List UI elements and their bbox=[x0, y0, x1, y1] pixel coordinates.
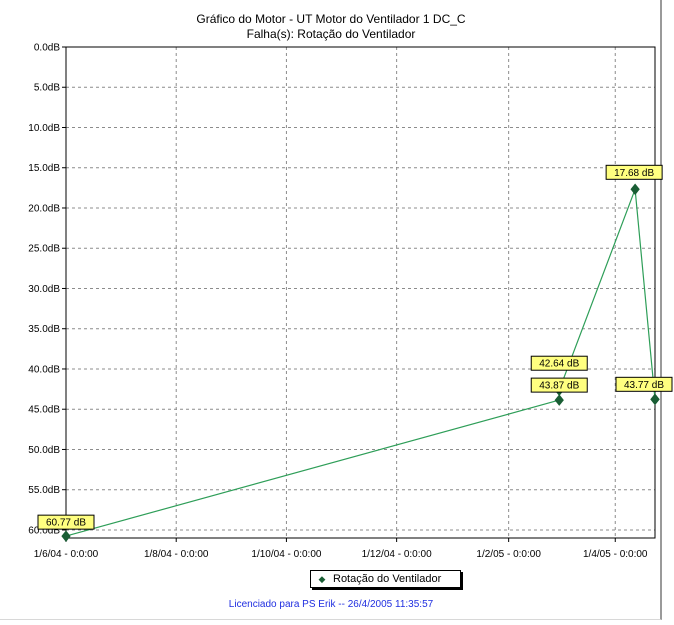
data-label: 17.68 dB bbox=[614, 168, 654, 179]
data-label-box bbox=[530, 377, 588, 393]
y-tick-label: 45.0dB bbox=[28, 405, 60, 416]
y-tick-label: 55.0dB bbox=[28, 485, 60, 496]
chart-subtitle: Falha(s): Rotação do Ventilador bbox=[246, 27, 416, 41]
y-tick-label: 60.0dB bbox=[28, 525, 60, 536]
data-labels: 60.77 dB 43.87 dB 42.64 dB 17.68 dB 43.77 dB bbox=[37, 164, 673, 530]
data-label-box bbox=[605, 164, 663, 180]
x-tick-label: 1/12/04 - 0:0:00 bbox=[362, 549, 432, 560]
data-point bbox=[630, 183, 640, 196]
legend: ◆ Rotação do Ventilador bbox=[310, 570, 461, 588]
legend-marker-icon: ◆ bbox=[318, 573, 326, 584]
y-tick-label: 35.0dB bbox=[28, 324, 60, 335]
x-tick-label: 1/8/04 - 0:0:00 bbox=[144, 549, 209, 560]
data-label: 43.87 dB bbox=[539, 381, 579, 392]
y-tick-label: 30.0dB bbox=[28, 284, 60, 295]
data-point bbox=[61, 530, 71, 542]
y-tick-label: 5.0dB bbox=[34, 83, 60, 94]
data-label: 60.77 dB bbox=[46, 518, 86, 529]
x-tick-label: 1/6/04 - 0:0:00 bbox=[34, 549, 99, 560]
data-label: 43.77 dB bbox=[624, 380, 664, 391]
y-tick-label: 0.0dB bbox=[34, 43, 60, 54]
y-tick-label: 50.0dB bbox=[28, 445, 60, 456]
legend-entry: Rotação do Ventilador bbox=[333, 573, 442, 585]
data-label-box bbox=[615, 376, 673, 392]
y-tick-label: 40.0dB bbox=[28, 364, 60, 375]
x-tick-label: 1/4/05 - 0:0:00 bbox=[583, 549, 648, 560]
x-tick-label: 1/2/05 - 0:0:00 bbox=[476, 549, 541, 560]
license-footer: Licenciado para PS Erik -- 26/4/2005 11:… bbox=[228, 599, 434, 610]
data-label-box bbox=[37, 514, 95, 530]
chart-title: Gráfico do Motor - UT Motor do Ventilado… bbox=[196, 12, 466, 26]
axes: 0.0dB 5.0dB 10.0dB 15.0dB 20.0dB 25.0dB 30.0dB… bbox=[28, 43, 656, 560]
data-label-box bbox=[530, 355, 588, 371]
plot-border bbox=[65, 46, 656, 539]
grid-lines bbox=[66, 47, 655, 538]
x-tick-label: 1/10/04 - 0:0:00 bbox=[251, 549, 321, 560]
y-tick-label: 10.0dB bbox=[28, 123, 60, 134]
chart-window bbox=[0, 0, 662, 620]
y-tick-label: 20.0dB bbox=[28, 203, 60, 214]
y-tick-label: 25.0dB bbox=[28, 244, 60, 255]
data-label: 42.64 dB bbox=[539, 359, 579, 370]
data-point bbox=[650, 393, 660, 406]
y-tick-label: 15.0dB bbox=[28, 163, 60, 174]
data-point bbox=[554, 394, 564, 406]
